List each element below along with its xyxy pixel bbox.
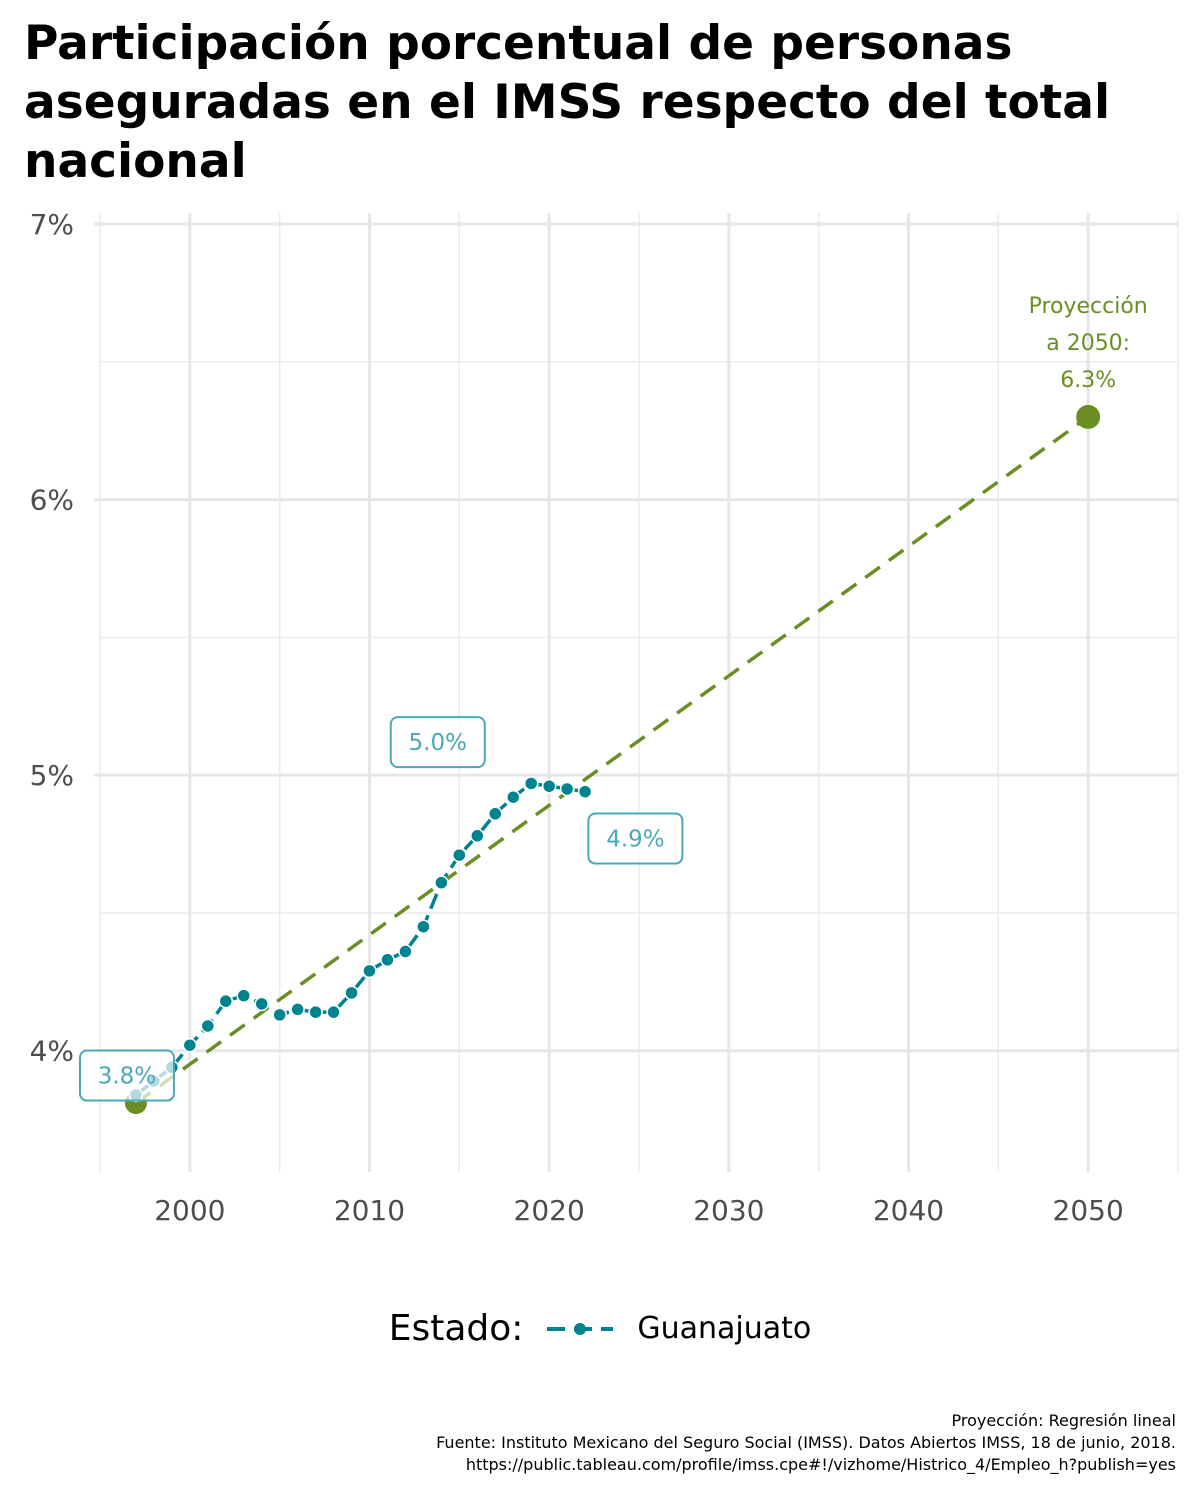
data-point xyxy=(362,963,377,979)
y-tick-label: 6% xyxy=(30,484,74,517)
caption-url: https://public.tableau.com/profile/imss.… xyxy=(465,1455,1176,1474)
data-point xyxy=(398,944,413,959)
x-tick-label: 2030 xyxy=(693,1194,764,1227)
axis-labels: 2000 2010 2020 2030 2040 2050 4% 5% 6% 7% xyxy=(30,208,1124,1227)
data-point xyxy=(308,1004,323,1020)
data-point xyxy=(452,847,467,863)
x-tick-label: 2020 xyxy=(514,1194,585,1227)
data-point xyxy=(416,919,431,934)
callout-box xyxy=(389,716,486,769)
data-point xyxy=(218,993,234,1009)
y-tick-label: 5% xyxy=(30,759,74,792)
data-point xyxy=(470,828,485,844)
projection-line xyxy=(134,415,1090,1105)
data-point xyxy=(272,1007,287,1023)
x-tick-label: 2010 xyxy=(334,1194,405,1227)
data-point xyxy=(182,1037,198,1053)
callout-layer: 3.8% 5.0% 4.9% xyxy=(78,716,684,1102)
legend-label-guanajuato: Guanajuato xyxy=(637,1311,812,1346)
data-point xyxy=(344,985,359,1001)
x-tick-label: 2000 xyxy=(154,1194,225,1227)
callout-box xyxy=(78,1049,175,1102)
x-tick-label: 2040 xyxy=(873,1194,944,1227)
callout-box xyxy=(587,812,684,865)
projection-end-point xyxy=(1076,404,1101,429)
x-tick-label: 2050 xyxy=(1053,1194,1124,1227)
data-point xyxy=(559,781,575,797)
caption-source: Fuente: Instituto Mexicano del Seguro So… xyxy=(436,1433,1176,1452)
projection-label: 6.3% xyxy=(1060,368,1116,393)
y-tick-label: 7% xyxy=(30,208,74,241)
data-point xyxy=(380,952,395,968)
caption-method: Proyección: Regresión lineal xyxy=(951,1411,1176,1430)
callout-label: 5.0% xyxy=(409,730,467,756)
callout-label: 3.8% xyxy=(98,1064,156,1090)
caption: Proyección: Regresión lineal Fuente: Ins… xyxy=(436,1410,1176,1476)
legend-key-guanajuato xyxy=(547,1322,614,1335)
projection-layer: Proyección a 2050: 6.3% xyxy=(124,294,1148,1115)
data-point xyxy=(577,784,593,799)
line-chart: 2000 2010 2020 2030 2040 2050 4% 5% 6% 7% Proyecc… xyxy=(30,208,1179,1227)
data-point xyxy=(236,988,251,1003)
legend-title: Estado: xyxy=(388,1308,524,1349)
y-tick-label: 4% xyxy=(30,1035,74,1068)
data-point xyxy=(200,1018,216,1034)
data-point xyxy=(541,778,557,794)
callout-label: 4.9% xyxy=(606,827,664,853)
data-point xyxy=(488,806,503,822)
projection-label: a 2050: xyxy=(1046,331,1130,356)
data-point xyxy=(523,776,539,791)
projection-label: Proyección xyxy=(1029,294,1148,319)
data-point xyxy=(326,1004,341,1020)
data-point xyxy=(505,789,521,805)
data-point xyxy=(434,875,449,890)
chart-title: Participación porcentual de personas ase… xyxy=(24,16,1111,189)
data-point xyxy=(290,1002,305,1017)
data-point xyxy=(254,996,269,1012)
legend: Estado: Guanajuato xyxy=(0,1308,1200,1349)
grid-layer xyxy=(94,213,1179,1172)
